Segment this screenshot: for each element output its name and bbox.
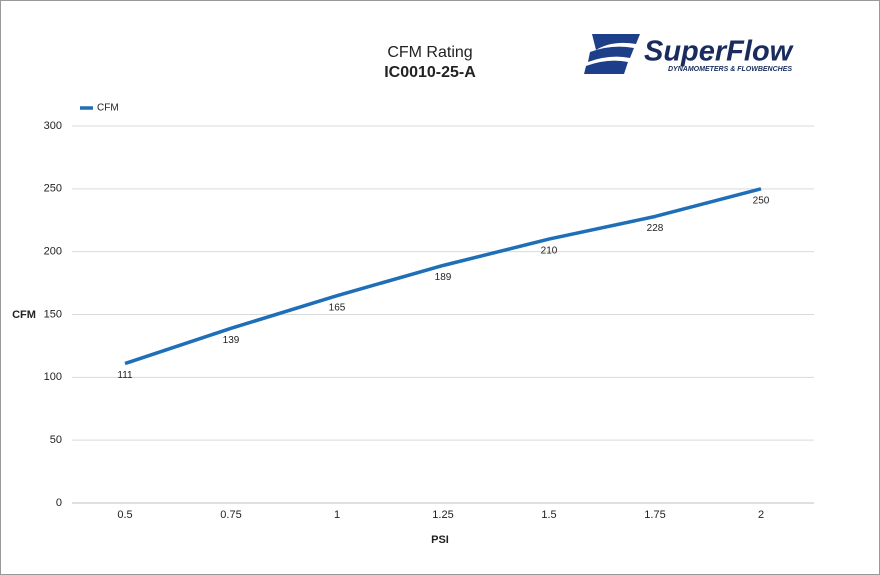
logo-name: SuperFlow	[644, 36, 795, 68]
y-tick-label: 0	[56, 497, 62, 509]
data-label: 210	[541, 246, 558, 257]
x-tick-label: 1.75	[644, 509, 665, 521]
x-tick-label: 1.25	[432, 509, 453, 521]
data-label: 250	[753, 195, 770, 206]
chart-title: CFM Rating	[387, 44, 472, 61]
x-tick-label: 2	[758, 509, 764, 521]
y-tick-label: 50	[50, 434, 62, 446]
y-tick-label: 150	[44, 308, 62, 320]
data-label: 228	[647, 223, 664, 234]
y-tick-label: 200	[44, 246, 62, 258]
y-tick-label: 100	[44, 371, 62, 383]
x-tick-label: 0.75	[220, 509, 241, 521]
legend-label: CFM	[97, 103, 119, 114]
logo-swoosh	[584, 34, 640, 74]
y-tick-label: 300	[44, 120, 62, 132]
data-label: 189	[435, 272, 452, 283]
data-line	[124, 187, 762, 366]
data-label: 165	[329, 302, 346, 313]
x-tick-label: 1.5	[541, 509, 556, 521]
data-label: 111	[117, 370, 133, 381]
y-tick-label: 250	[44, 183, 62, 195]
chart-subtitle: IC0010-25-A	[384, 64, 476, 81]
logo-tagline: DYNAMOMETERS & FLOWBENCHES	[668, 66, 792, 73]
x-axis-label: PSI	[431, 534, 449, 546]
x-tick-label: 1	[334, 509, 340, 521]
y-axis-label: CFM	[12, 309, 36, 321]
data-label: 139	[223, 335, 240, 346]
x-tick-label: 0.5	[117, 509, 132, 521]
logo: SuperFlow DYNAMOMETERS & FLOWBENCHES	[584, 34, 795, 74]
